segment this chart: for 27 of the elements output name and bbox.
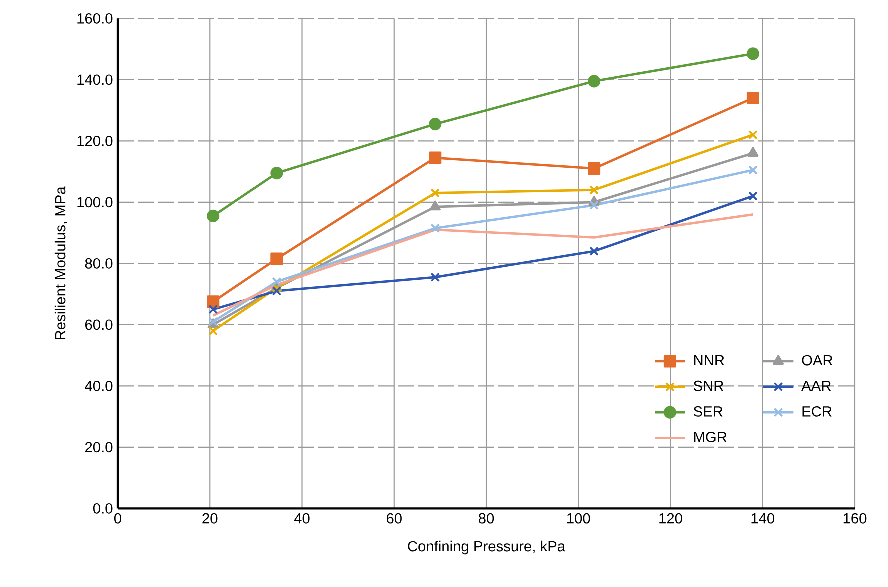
y-tick-label: 120.0 xyxy=(78,136,113,147)
y-tick-label: 80.0 xyxy=(85,258,113,270)
x-tick-label: 40 xyxy=(294,514,310,524)
x-tick-label: 0 xyxy=(114,514,122,524)
legend-label: MGR xyxy=(694,432,727,443)
legend-label: AAR xyxy=(802,381,832,392)
x-tick-label: 120 xyxy=(660,514,682,524)
x-tick-label: 20 xyxy=(202,514,218,524)
legend-label: NNR xyxy=(694,356,724,366)
y-tick-label: 20.0 xyxy=(85,442,113,453)
legend-label: ECR xyxy=(802,406,832,417)
y-tick-label: 40.0 xyxy=(85,381,113,392)
y-tick-label: 100.0 xyxy=(78,197,113,208)
y-tick-label: 60.0 xyxy=(85,320,113,330)
x-tick-label: 100 xyxy=(568,514,590,524)
legend-label: SER xyxy=(694,406,723,417)
y-tick-label: 0.0 xyxy=(93,504,113,514)
x-tick-label: 140 xyxy=(752,514,775,524)
x-tick-label: 60 xyxy=(386,514,402,524)
y-tick-label: 140.0 xyxy=(78,74,113,86)
y-tick-label: 160.0 xyxy=(78,14,113,24)
x-axis-title: Confining Pressure, kPa xyxy=(408,541,566,555)
x-tick-label: 160 xyxy=(844,514,867,524)
y-axis-title: Resilient Modulus, MPa xyxy=(54,186,68,340)
x-tick-label: 80 xyxy=(478,514,494,524)
legend-label: SNR xyxy=(694,381,724,392)
legend-label: OAR xyxy=(802,355,833,366)
